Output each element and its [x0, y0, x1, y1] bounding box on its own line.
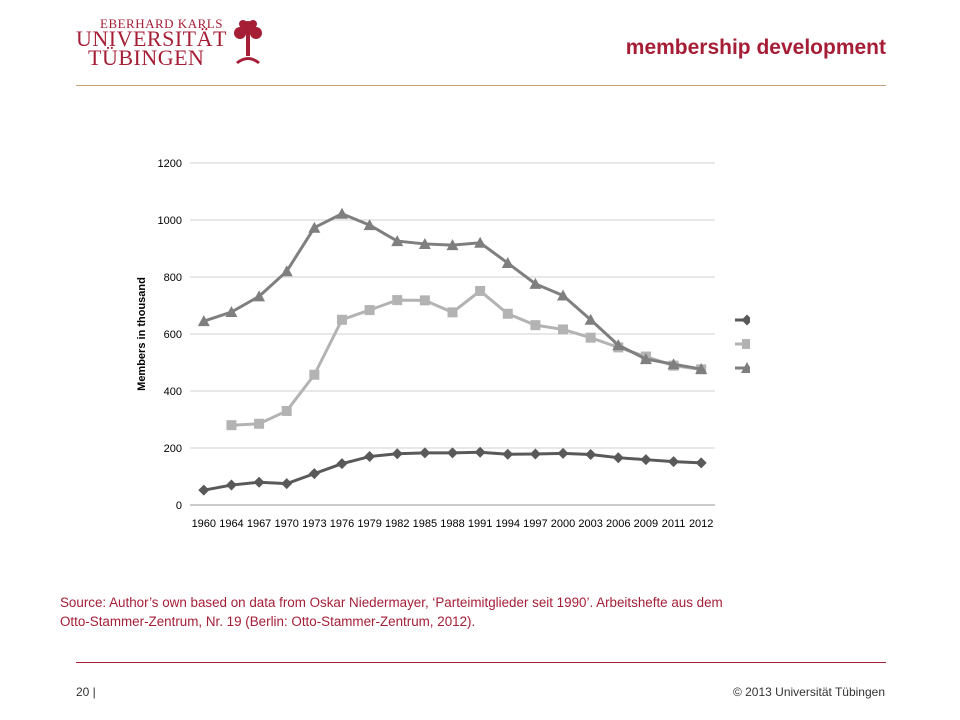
data-point-cdu — [254, 418, 265, 429]
data-point-csu — [225, 479, 237, 491]
data-point-spd — [418, 237, 431, 249]
footer-divider — [76, 662, 886, 663]
x-tick-label: 2000 — [551, 518, 575, 530]
x-tick-label: 1964 — [219, 518, 243, 530]
logo-text-tubingen: TÜBINGEN — [88, 45, 205, 70]
data-point-cdu — [364, 305, 375, 316]
x-tick-label: 1976 — [330, 518, 354, 530]
logo-text-eberhard-karls: EBERHARD KARLS — [100, 16, 223, 31]
y-tick-label: 1200 — [158, 158, 182, 170]
data-point-spd — [612, 339, 625, 351]
x-tick-label: 1982 — [385, 518, 409, 530]
y-tick-label: 400 — [164, 386, 182, 398]
source-line-1: Source: Author’s own based on data from … — [60, 595, 723, 610]
data-point-spd — [529, 277, 542, 289]
x-tick-label: 2011 — [662, 518, 686, 530]
source-line-2: Otto-Stammer-Zentrum, Nr. 19 (Berlin: Ot… — [60, 614, 476, 629]
data-point-spd — [335, 207, 348, 219]
x-tick-label: 1985 — [413, 518, 437, 530]
x-tick-label: 1970 — [274, 518, 298, 530]
y-tick-label: 600 — [164, 329, 182, 341]
y-tick-label: 0 — [176, 500, 182, 512]
data-point-spd — [584, 313, 597, 325]
data-point-spd — [501, 257, 514, 269]
data-point-spd — [474, 236, 487, 248]
data-point-spd — [280, 265, 293, 277]
x-tick-label: 1960 — [192, 518, 216, 530]
data-point-csu — [640, 454, 652, 466]
data-point-csu — [612, 452, 624, 464]
data-point-cdu — [585, 332, 596, 343]
data-point-spd — [557, 289, 570, 301]
data-point-csu — [695, 457, 707, 469]
data-point-spd — [253, 290, 266, 302]
x-tick-label: 1979 — [357, 518, 381, 530]
x-tick-label: 2012 — [689, 518, 713, 530]
data-point-csu — [557, 447, 569, 459]
data-point-csu — [198, 484, 210, 496]
x-tick-label: 1991 — [468, 518, 492, 530]
x-tick-label: 2009 — [634, 518, 658, 530]
y-axis-label: Members in thousand — [136, 277, 148, 391]
data-point-csu — [253, 476, 265, 488]
palm-tree-icon — [234, 20, 262, 64]
series-line-cdu — [231, 289, 702, 427]
data-point-cdu — [226, 420, 237, 431]
slide-title: membership development — [625, 36, 886, 59]
x-tick-label: 1997 — [523, 518, 547, 530]
data-point-spd — [446, 239, 459, 251]
data-point-csu — [502, 448, 514, 460]
legend-marker-cdu — [742, 339, 750, 349]
data-point-cdu — [309, 369, 320, 380]
y-tick-label: 200 — [164, 443, 182, 455]
x-tick-label: 2003 — [578, 518, 602, 530]
y-tick-label: 1000 — [158, 215, 182, 227]
data-point-spd — [197, 315, 210, 327]
data-point-spd — [667, 358, 680, 370]
data-point-cdu — [281, 405, 292, 416]
x-tick-label: 1967 — [247, 518, 271, 530]
data-point-cdu — [558, 324, 569, 335]
logo-text-universitat: UNIVERSITÄT — [76, 26, 227, 51]
data-point-cdu — [502, 308, 513, 319]
data-point-cdu — [530, 320, 541, 331]
data-point-spd — [363, 219, 376, 231]
data-point-csu — [336, 458, 348, 470]
page-number: 20 | — [76, 685, 96, 699]
data-point-cdu — [419, 295, 430, 306]
data-point-cdu — [392, 295, 403, 306]
legend-marker-csu — [741, 314, 750, 326]
y-tick-label: 800 — [164, 272, 182, 284]
membership-line-chart: 0 200 400 600 800 1000 1200 1960 1964 1967 1970 197… — [136, 158, 750, 530]
source-note: Source: Author’s own based on data from … — [60, 593, 900, 631]
data-point-csu — [281, 478, 293, 490]
x-tick-label: 2006 — [606, 518, 630, 530]
data-point-csu — [585, 449, 597, 461]
data-point-spd — [225, 306, 238, 318]
legend-marker-spd — [741, 362, 750, 373]
data-point-csu — [529, 448, 541, 460]
data-point-csu — [474, 446, 486, 458]
header-divider — [76, 85, 886, 86]
data-point-csu — [447, 447, 458, 459]
data-point-cdu — [336, 314, 347, 325]
data-point-spd — [639, 353, 652, 365]
x-tick-label: 1994 — [496, 518, 520, 530]
data-point-spd — [391, 235, 404, 247]
data-point-cdu — [475, 285, 486, 296]
x-tick-label: 1973 — [302, 518, 326, 530]
data-point-csu — [308, 468, 320, 480]
data-point-spd — [695, 363, 708, 375]
data-point-cdu — [447, 307, 458, 318]
data-point-csu — [419, 447, 431, 459]
x-tick-label: 1988 — [440, 518, 464, 530]
data-point-spd — [308, 221, 321, 233]
data-point-csu — [668, 456, 680, 468]
data-point-csu — [391, 448, 403, 460]
copyright-text: © 2013 Universität Tübingen — [732, 685, 885, 699]
data-point-csu — [364, 451, 376, 463]
series-line-spd — [203, 212, 702, 371]
